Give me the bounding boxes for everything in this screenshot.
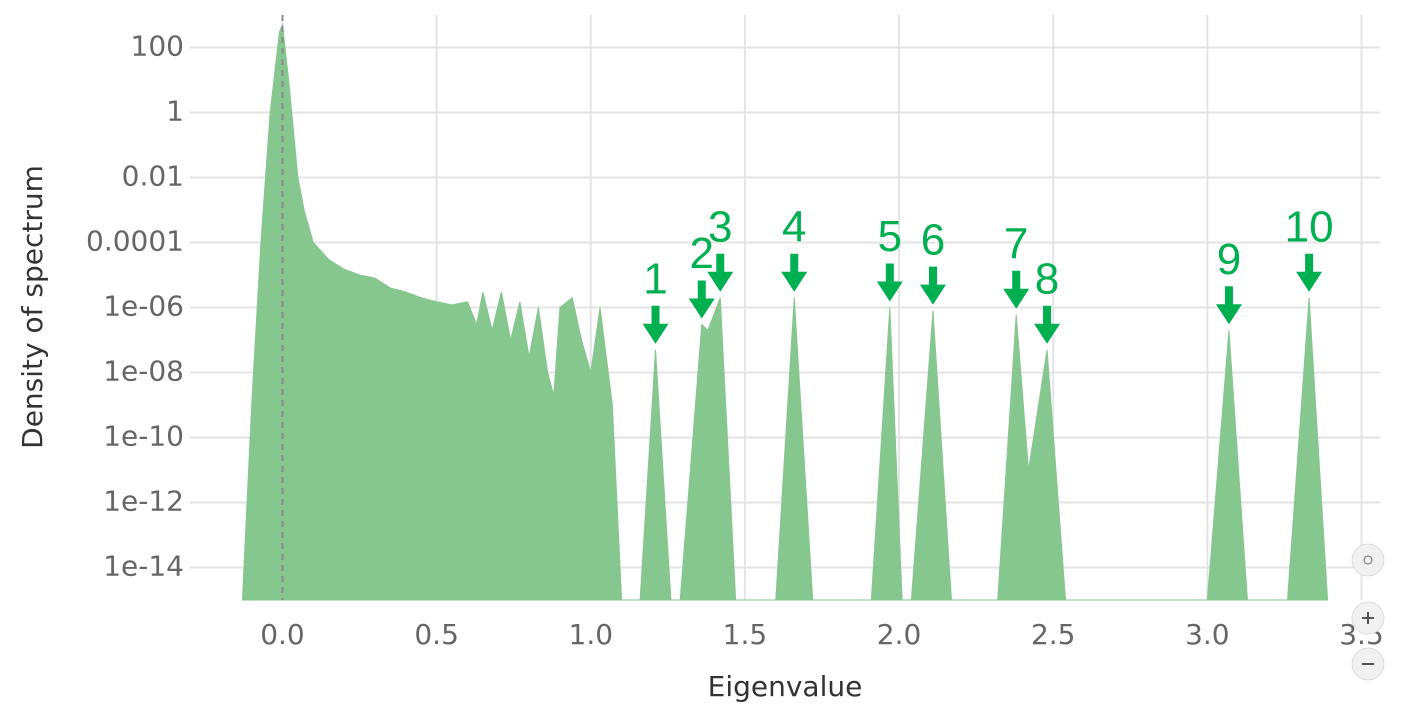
annotation-label: 2 — [690, 229, 714, 278]
y-tick-label: 1e-10 — [103, 420, 184, 453]
zoom-in-icon — [1362, 612, 1374, 624]
y-tick-label: 1e-14 — [103, 550, 184, 583]
x-tick-label: 2.0 — [877, 618, 922, 651]
annotation-label: 10 — [1285, 202, 1334, 251]
annotation-label: 9 — [1217, 235, 1241, 284]
y-tick-label: 0.0001 — [86, 225, 184, 258]
annotation-label: 5 — [878, 212, 902, 261]
y-tick-label: 1e-06 — [103, 290, 184, 323]
annotation-label: 4 — [782, 202, 806, 251]
annotation-label: 6 — [921, 215, 945, 264]
annotation-label: 3 — [708, 202, 732, 251]
annotation-arrow — [688, 280, 715, 319]
annotation-arrow — [707, 253, 734, 292]
annotation-arrow — [1003, 270, 1030, 309]
reset-button[interactable] — [1351, 543, 1385, 577]
annotation-arrow — [1296, 253, 1323, 292]
density-area — [241, 22, 1329, 601]
y-tick-label: 1e-12 — [103, 485, 184, 518]
x-tick-label: 2.5 — [1031, 618, 1076, 651]
annotation-arrow — [876, 263, 903, 302]
y-tick-label: 1 — [166, 95, 184, 128]
y-tick-label: 1e-08 — [103, 355, 184, 388]
annotation-label: 7 — [1004, 219, 1028, 268]
annotation-arrow — [781, 253, 808, 292]
zoom-controls[interactable] — [1351, 543, 1385, 681]
annotation-arrow — [1034, 305, 1061, 344]
x-tick-label: 0.5 — [414, 618, 459, 651]
x-axis-label: Eigenvalue — [708, 670, 863, 703]
annotation-arrow — [1215, 286, 1242, 325]
y-axis-label: Density of spectrum — [16, 165, 49, 449]
y-tick-label: 0.01 — [122, 160, 184, 193]
reset-icon — [1363, 555, 1373, 565]
annotation-label: 1 — [643, 254, 667, 303]
annotation-label: 8 — [1035, 254, 1059, 303]
x-tick-label: 0.0 — [260, 618, 305, 651]
x-tick-label: 3.0 — [1185, 618, 1230, 651]
y-tick-label: 100 — [131, 30, 184, 63]
annotation-arrow — [642, 305, 669, 344]
x-tick-label: 1.5 — [723, 618, 768, 651]
annotation-arrow — [919, 266, 946, 305]
x-tick-label: 1.0 — [569, 618, 614, 651]
